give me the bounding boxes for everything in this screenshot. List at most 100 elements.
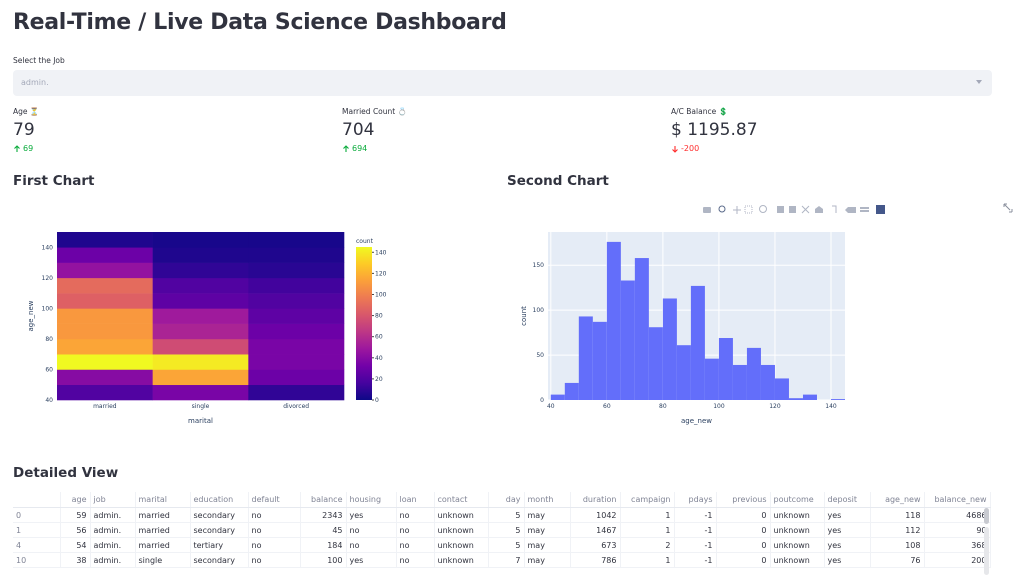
hover-closest-icon[interactable] bbox=[845, 207, 856, 213]
heat-cell bbox=[248, 323, 345, 340]
bar bbox=[802, 394, 817, 400]
delta-value: 694 bbox=[352, 144, 368, 153]
table-cell: 108 bbox=[870, 537, 925, 553]
column-header: deposit bbox=[824, 492, 871, 508]
table-cell: unknown bbox=[434, 552, 489, 568]
heat-cell bbox=[57, 384, 153, 401]
table-cell: no bbox=[346, 522, 397, 538]
section-title: First Chart bbox=[13, 173, 95, 189]
bar bbox=[620, 280, 635, 400]
bar bbox=[704, 358, 719, 400]
table-cell: no bbox=[396, 552, 435, 568]
column-header: loan bbox=[396, 492, 435, 508]
table-cell: unknown bbox=[434, 522, 489, 538]
metric-label: Age ⏳ bbox=[13, 107, 40, 116]
pan-icon[interactable] bbox=[733, 206, 741, 214]
bar bbox=[746, 347, 761, 400]
heat-cell bbox=[152, 354, 249, 370]
table-cell: admin. bbox=[90, 537, 136, 553]
y-axis-title: count bbox=[520, 306, 528, 326]
colorbar bbox=[356, 247, 372, 400]
column-header: default bbox=[248, 492, 301, 508]
column-header: previous bbox=[716, 492, 771, 508]
table-cell: -1 bbox=[674, 522, 717, 538]
table-cell: 0 bbox=[716, 537, 771, 553]
heat-cell bbox=[57, 262, 153, 279]
heat-cell bbox=[152, 293, 249, 309]
spike-icon[interactable] bbox=[832, 205, 837, 213]
table-cell: unknown bbox=[770, 522, 825, 538]
scrollbar[interactable] bbox=[984, 508, 989, 524]
heat-cell bbox=[57, 232, 153, 248]
column-header: day bbox=[488, 492, 525, 508]
table-cell: 1467 bbox=[570, 522, 621, 538]
column-header: duration bbox=[570, 492, 621, 508]
table-cell: unknown bbox=[770, 537, 825, 553]
hover-compare-icon[interactable] bbox=[860, 207, 869, 209]
zoom-out-icon[interactable] bbox=[789, 206, 796, 213]
x-tick-label: 40 bbox=[547, 403, 555, 410]
column-header: balance bbox=[300, 492, 347, 508]
heat-cell bbox=[152, 308, 249, 324]
camera-icon[interactable] bbox=[703, 207, 711, 213]
bar bbox=[662, 298, 677, 400]
bar bbox=[648, 327, 663, 400]
select-icon[interactable] bbox=[744, 205, 753, 214]
table-cell: may bbox=[524, 537, 571, 553]
column-header: campaign bbox=[620, 492, 675, 508]
table-row: 4 54 admin. married tertiary no 184 no no unknown… bbox=[13, 537, 991, 553]
autoscale-icon[interactable] bbox=[801, 205, 810, 214]
heat-cell bbox=[152, 369, 249, 386]
colorbar-tick-label: 80 bbox=[375, 313, 383, 320]
table: age job marital education default balance hous… bbox=[13, 492, 991, 568]
table-cell: unknown bbox=[434, 537, 489, 553]
metric: Married Count 💍 704 694 bbox=[342, 107, 642, 153]
heat-cell bbox=[57, 323, 153, 340]
bar bbox=[690, 285, 705, 400]
heat-cell bbox=[57, 308, 153, 324]
x-tick-label: 100 bbox=[713, 403, 725, 410]
heat-cell bbox=[57, 277, 153, 294]
table-row: 1 56 admin. married secondary no 45 no no unknown… bbox=[13, 522, 991, 538]
job-select[interactable]: admin. bbox=[13, 70, 992, 96]
column-header: housing bbox=[346, 492, 397, 508]
x-tick-label: 140 bbox=[825, 403, 837, 410]
metric-delta: -200 bbox=[671, 144, 971, 153]
table-cell: secondary bbox=[190, 552, 249, 568]
metric-label: Married Count 💍 bbox=[342, 107, 407, 116]
heat-cell bbox=[152, 384, 249, 401]
table-cell: 2343 bbox=[300, 507, 347, 523]
lasso-icon[interactable] bbox=[759, 205, 767, 213]
table-cell: secondary bbox=[190, 507, 249, 523]
expand-icon[interactable] bbox=[1003, 203, 1013, 213]
heat-cell bbox=[248, 338, 345, 355]
table-cell: no bbox=[346, 537, 397, 553]
table-cell: no bbox=[396, 507, 435, 523]
zoom-icon[interactable] bbox=[718, 205, 726, 213]
colorbar-tick-label: 60 bbox=[375, 334, 383, 341]
table-row: 0 59 admin. married secondary no 2343 yes no unkn… bbox=[13, 507, 991, 523]
table-cell: 0 bbox=[716, 507, 771, 523]
x-tick-label: married bbox=[93, 403, 117, 410]
table-cell: 5 bbox=[488, 507, 525, 523]
heat-cell bbox=[152, 338, 249, 355]
bar bbox=[592, 321, 607, 400]
table-cell: no bbox=[248, 537, 301, 553]
metric-delta: 694 bbox=[342, 144, 642, 153]
row-index: 0 bbox=[13, 507, 61, 523]
hover-compare-icon[interactable] bbox=[860, 210, 869, 212]
table-cell: 56 bbox=[60, 522, 91, 538]
heat-cell bbox=[152, 323, 249, 340]
table-cell: 0 bbox=[716, 552, 771, 568]
heat-cell bbox=[248, 293, 345, 309]
y-tick-label: 60 bbox=[45, 366, 53, 373]
table-cell: 59 bbox=[60, 507, 91, 523]
table-cell: -1 bbox=[674, 537, 717, 553]
reset-icon[interactable] bbox=[815, 206, 823, 213]
heat-cell bbox=[248, 369, 345, 386]
plotly-logo[interactable] bbox=[876, 205, 885, 214]
heat-cell bbox=[152, 232, 249, 248]
x-axis-title: age_new bbox=[681, 417, 712, 425]
zoom-in-icon[interactable] bbox=[777, 206, 784, 213]
row-index: 1 bbox=[13, 522, 61, 538]
